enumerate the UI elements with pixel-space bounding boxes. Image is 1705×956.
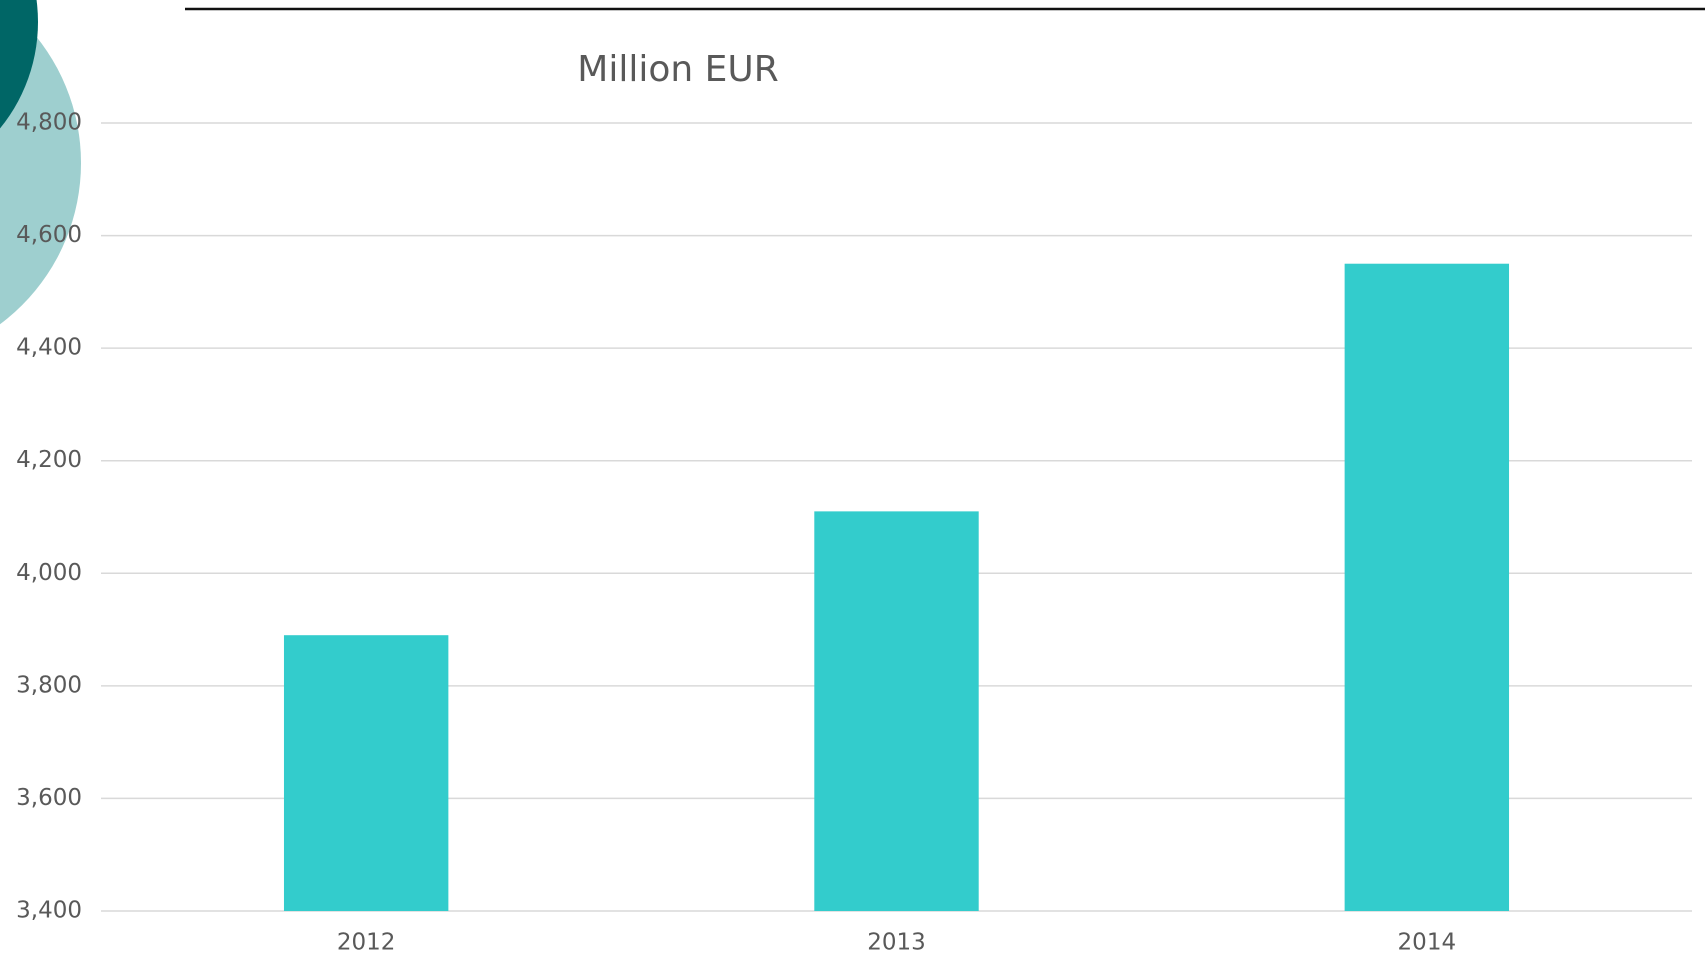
y-tick-label: 4,800 — [16, 110, 82, 136]
x-tick-label: 2012 — [337, 930, 396, 956]
chart-title: Million EUR — [577, 49, 778, 90]
bar — [283, 635, 449, 911]
y-tick-label: 3,600 — [16, 785, 82, 811]
bar — [1344, 263, 1510, 911]
y-tick-label: 3,800 — [16, 672, 82, 698]
y-tick-label: 4,600 — [16, 222, 82, 248]
decor-circle-dark — [0, 0, 38, 129]
y-tick-label: 3,400 — [16, 898, 82, 924]
x-tick-label: 2014 — [1398, 930, 1457, 956]
x-tick-label: 2013 — [867, 930, 926, 956]
y-tick-label: 4,200 — [16, 447, 82, 473]
y-tick-label: 4,400 — [16, 335, 82, 361]
y-tick-label: 4,000 — [16, 560, 82, 586]
bar — [814, 511, 979, 911]
